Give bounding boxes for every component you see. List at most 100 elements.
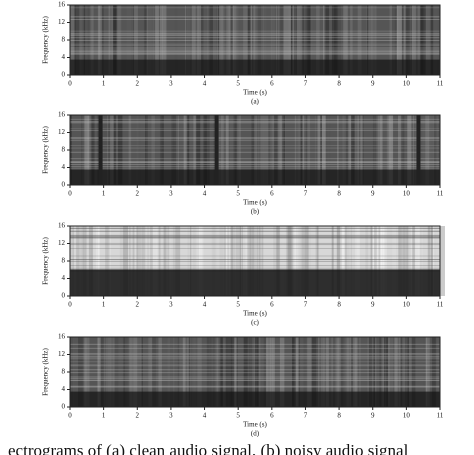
- x-tick-label: 5: [236, 190, 240, 198]
- y-tick-label: 0: [62, 181, 66, 189]
- texture: [188, 337, 191, 407]
- texture: [388, 337, 394, 407]
- texture: [380, 226, 384, 296]
- panel-label: (c): [251, 319, 259, 327]
- panel-label: (b): [251, 208, 260, 216]
- texture: [95, 226, 100, 296]
- texture: [294, 337, 298, 407]
- texture: [392, 226, 396, 296]
- texture: [251, 5, 253, 75]
- texture: [408, 337, 412, 407]
- y-tick-label: 16: [58, 222, 66, 230]
- texture: [254, 115, 257, 185]
- texture: [281, 226, 285, 296]
- texture: [410, 5, 412, 75]
- texture: [407, 115, 412, 185]
- x-tick-label: 3: [169, 412, 173, 420]
- texture: [70, 166, 440, 168]
- texture: [300, 226, 304, 296]
- texture: [70, 145, 440, 146]
- texture: [243, 5, 248, 75]
- texture: [70, 259, 440, 260]
- texture: [320, 337, 324, 407]
- texture: [273, 226, 278, 296]
- texture: [218, 337, 221, 407]
- texture: [70, 391, 440, 407]
- texture: [151, 115, 155, 185]
- texture: [108, 5, 114, 75]
- texture: [70, 226, 73, 296]
- texture: [294, 226, 296, 296]
- texture: [79, 226, 84, 296]
- texture: [70, 369, 440, 371]
- texture: [70, 53, 440, 55]
- texture: [70, 364, 440, 365]
- texture: [179, 337, 183, 407]
- texture: [70, 137, 440, 138]
- texture: [70, 151, 440, 153]
- texture: [292, 337, 296, 407]
- texture: [91, 115, 94, 185]
- texture: [119, 226, 125, 296]
- y-tick-label: 16: [58, 333, 66, 341]
- texture: [263, 337, 267, 407]
- texture: [253, 226, 258, 296]
- texture: [106, 115, 109, 185]
- texture: [374, 5, 377, 75]
- texture: [216, 5, 219, 75]
- texture: [211, 226, 216, 296]
- y-axis-label: Frequency (kHz): [42, 348, 50, 396]
- texture: [208, 5, 213, 75]
- texture: [209, 337, 215, 407]
- x-tick-label: 9: [371, 301, 375, 309]
- y-tick-label: 8: [62, 146, 66, 154]
- texture: [229, 115, 234, 185]
- texture: [83, 115, 89, 185]
- texture: [86, 5, 91, 75]
- texture: [405, 5, 411, 75]
- texture: [260, 115, 264, 185]
- texture: [82, 115, 84, 185]
- texture: [218, 5, 224, 75]
- texture: [430, 226, 436, 296]
- texture: [186, 226, 191, 296]
- texture: [174, 115, 178, 185]
- texture: [317, 115, 322, 185]
- texture: [70, 231, 440, 233]
- texture: [70, 122, 440, 124]
- texture: [230, 226, 236, 296]
- x-axis-label: Time (s): [243, 310, 267, 318]
- x-tick-label: 10: [403, 412, 411, 420]
- texture: [98, 115, 103, 185]
- texture: [437, 5, 440, 75]
- texture: [190, 226, 192, 296]
- texture: [283, 5, 289, 75]
- texture: [187, 5, 191, 75]
- x-tick-label: 5: [236, 80, 240, 88]
- texture: [422, 115, 427, 185]
- texture: [70, 267, 440, 269]
- texture: [216, 5, 220, 75]
- texture: [415, 226, 420, 296]
- texture: [193, 115, 197, 185]
- texture: [331, 5, 336, 75]
- texture: [70, 365, 440, 367]
- texture: [279, 5, 283, 75]
- y-tick-label: 4: [62, 53, 66, 61]
- texture: [362, 115, 364, 185]
- texture: [104, 226, 110, 296]
- texture: [296, 5, 302, 75]
- caption: ectrograms of (a) clean audio signal, (b…: [8, 441, 409, 455]
- texture: [70, 33, 440, 35]
- texture: [411, 5, 417, 75]
- texture: [336, 226, 341, 296]
- x-tick-label: 4: [203, 412, 207, 420]
- texture: [78, 337, 83, 407]
- texture: [195, 226, 200, 296]
- y-tick-label: 4: [62, 274, 66, 282]
- texture: [183, 115, 188, 185]
- texture: [70, 164, 440, 165]
- texture: [367, 337, 369, 407]
- texture: [349, 337, 352, 407]
